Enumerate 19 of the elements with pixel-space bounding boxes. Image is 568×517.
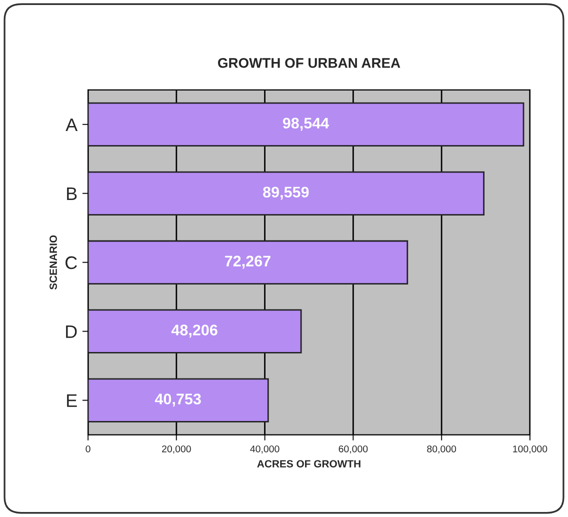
data-label: 89,559 xyxy=(263,186,309,200)
y-tick-label: A xyxy=(66,118,78,131)
x-tick-label: 80,000 xyxy=(427,445,456,454)
x-tick-label: 20,000 xyxy=(162,445,191,454)
x-axis-title: ACRES OF GROWTH xyxy=(257,460,360,468)
y-tick-label: D xyxy=(66,325,77,338)
data-label: 72,267 xyxy=(225,256,270,269)
y-tick-label: E xyxy=(67,394,77,407)
chart-title: GROWTH OF URBAN AREA xyxy=(218,58,400,68)
x-tick-label: 60,000 xyxy=(338,445,368,454)
data-label: 98,544 xyxy=(282,118,330,131)
data-label: 48,206 xyxy=(171,324,218,338)
x-tick-label: 0 xyxy=(86,445,90,452)
y-axis-title: SCENARIO xyxy=(50,235,57,290)
x-tick-label: 40,000 xyxy=(250,445,280,454)
x-tick-label: 100,000 xyxy=(513,445,548,454)
y-tick-label: C xyxy=(66,256,77,270)
y-tick-label: B xyxy=(67,188,77,200)
data-label: 40,753 xyxy=(154,394,201,407)
